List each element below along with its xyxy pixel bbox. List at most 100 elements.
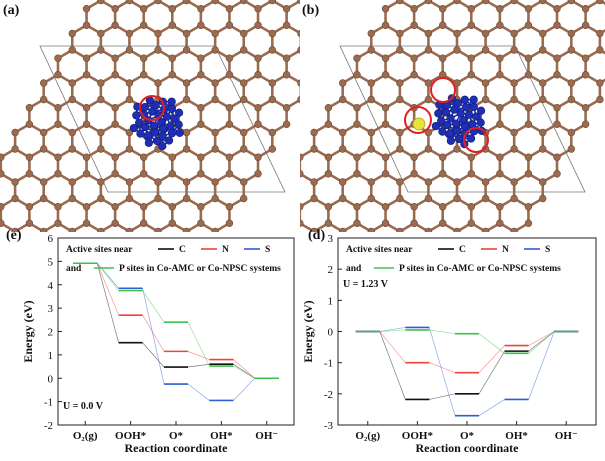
carbon-atom bbox=[125, 145, 134, 153]
carbon-atom bbox=[539, 0, 547, 5]
y-tick-label: 4 bbox=[48, 280, 54, 292]
carbon-atom bbox=[567, 95, 576, 104]
legend-label-C: C bbox=[179, 245, 186, 255]
cobalt-cluster bbox=[431, 94, 486, 149]
carbon-atom bbox=[68, 29, 76, 38]
carbon-atom bbox=[300, 170, 304, 178]
carbon-atom bbox=[367, 178, 375, 186]
carbon-atom bbox=[381, 170, 390, 178]
carbon-atom bbox=[467, 5, 475, 13]
x-tick-label: O₂(g) bbox=[355, 430, 380, 442]
carbon-atom bbox=[140, 170, 148, 178]
carbon-atom bbox=[97, 178, 105, 186]
cobalt-atom bbox=[446, 129, 455, 138]
carbon-atom bbox=[381, 21, 390, 29]
carbon-atom bbox=[54, 170, 62, 178]
carbon-atom bbox=[424, 0, 433, 5]
carbon-atom bbox=[396, 194, 404, 203]
carbon-atom bbox=[539, 145, 547, 153]
carbon-atom bbox=[211, 95, 219, 104]
carbon-atom bbox=[381, 153, 390, 161]
carbon-atom bbox=[481, 227, 490, 232]
carbon-atom bbox=[381, 54, 390, 62]
carbon-atom bbox=[453, 145, 461, 153]
carbon-atom bbox=[381, 104, 390, 112]
carbon-atom bbox=[97, 194, 105, 203]
carbon-atom bbox=[353, 219, 361, 227]
carbon-atom bbox=[410, 21, 418, 29]
carbon-atom bbox=[396, 227, 404, 232]
cobalt-atom bbox=[170, 114, 179, 123]
connector-line bbox=[96, 263, 119, 343]
carbon-atom bbox=[254, 153, 262, 161]
carbon-atom bbox=[254, 5, 262, 13]
connector-line bbox=[187, 351, 210, 360]
connector-line bbox=[478, 350, 505, 395]
carbon-atom bbox=[453, 46, 461, 54]
carbon-atom bbox=[496, 120, 504, 128]
carbon-atom bbox=[539, 178, 547, 186]
carbon-atom bbox=[396, 178, 404, 186]
x-tick-label: OH* bbox=[505, 430, 528, 442]
carbon-atom bbox=[424, 79, 433, 87]
carbon-atom bbox=[300, 203, 304, 211]
carbon-atom bbox=[39, 178, 48, 186]
cobalt-atom bbox=[446, 136, 455, 145]
carbon-atom bbox=[567, 0, 576, 5]
connector-line bbox=[478, 345, 505, 373]
panel-label-d: (d) bbox=[308, 228, 326, 243]
carbon-atom bbox=[424, 145, 433, 153]
carbon-atom bbox=[140, 71, 148, 79]
carbon-atom bbox=[39, 95, 48, 104]
carbon-atom bbox=[596, 0, 604, 5]
carbon-atom bbox=[111, 21, 119, 29]
carbon-atom bbox=[467, 203, 475, 211]
carbon-atom bbox=[338, 178, 347, 186]
connector-line bbox=[96, 263, 119, 316]
carbon-atom bbox=[410, 203, 418, 211]
carbon-atom bbox=[567, 46, 576, 54]
cobalt-atom bbox=[175, 128, 184, 137]
cobalt-atom bbox=[136, 129, 145, 138]
carbon-atom bbox=[225, 153, 234, 161]
carbon-atom bbox=[111, 104, 119, 112]
carbon-atom bbox=[396, 79, 404, 87]
cobalt-atom bbox=[437, 116, 446, 125]
carbon-atom bbox=[268, 0, 277, 5]
carbon-atom bbox=[68, 145, 76, 153]
cobalt-atom bbox=[456, 109, 465, 118]
carbon-atom bbox=[240, 95, 248, 104]
carbon-atom bbox=[439, 54, 447, 62]
carbon-atom bbox=[111, 170, 119, 178]
carbon-atom bbox=[268, 128, 277, 137]
y-tick-label: 3 bbox=[48, 303, 54, 315]
carbon-atom bbox=[510, 46, 518, 54]
carbon-atom bbox=[225, 170, 234, 178]
carbon-atom bbox=[439, 5, 447, 13]
carbon-atom bbox=[82, 54, 91, 62]
carbon-atom bbox=[282, 54, 291, 62]
carbon-atom bbox=[68, 227, 76, 232]
carbon-atom bbox=[111, 71, 119, 79]
carbon-atom bbox=[154, 46, 162, 54]
cobalt-atom bbox=[453, 99, 462, 108]
carbon-atom bbox=[467, 153, 475, 161]
carbon-atom bbox=[240, 178, 248, 186]
carbon-atom bbox=[353, 153, 361, 161]
carbon-atom bbox=[97, 0, 105, 5]
carbon-atom bbox=[25, 219, 34, 227]
carbon-atom bbox=[254, 120, 262, 128]
cobalt-atom bbox=[464, 110, 474, 119]
y-tick-label: -2 bbox=[44, 420, 53, 432]
carbon-atom bbox=[396, 95, 404, 104]
carbon-atom bbox=[439, 203, 447, 211]
carbon-atom bbox=[125, 46, 134, 54]
carbon-atom bbox=[581, 71, 590, 79]
carbon-atom bbox=[496, 219, 504, 227]
carbon-atom bbox=[82, 104, 91, 112]
carbon-atom bbox=[553, 120, 561, 128]
carbon-atom bbox=[481, 46, 490, 54]
carbon-atom bbox=[54, 104, 62, 112]
carbon-atom bbox=[11, 227, 19, 232]
